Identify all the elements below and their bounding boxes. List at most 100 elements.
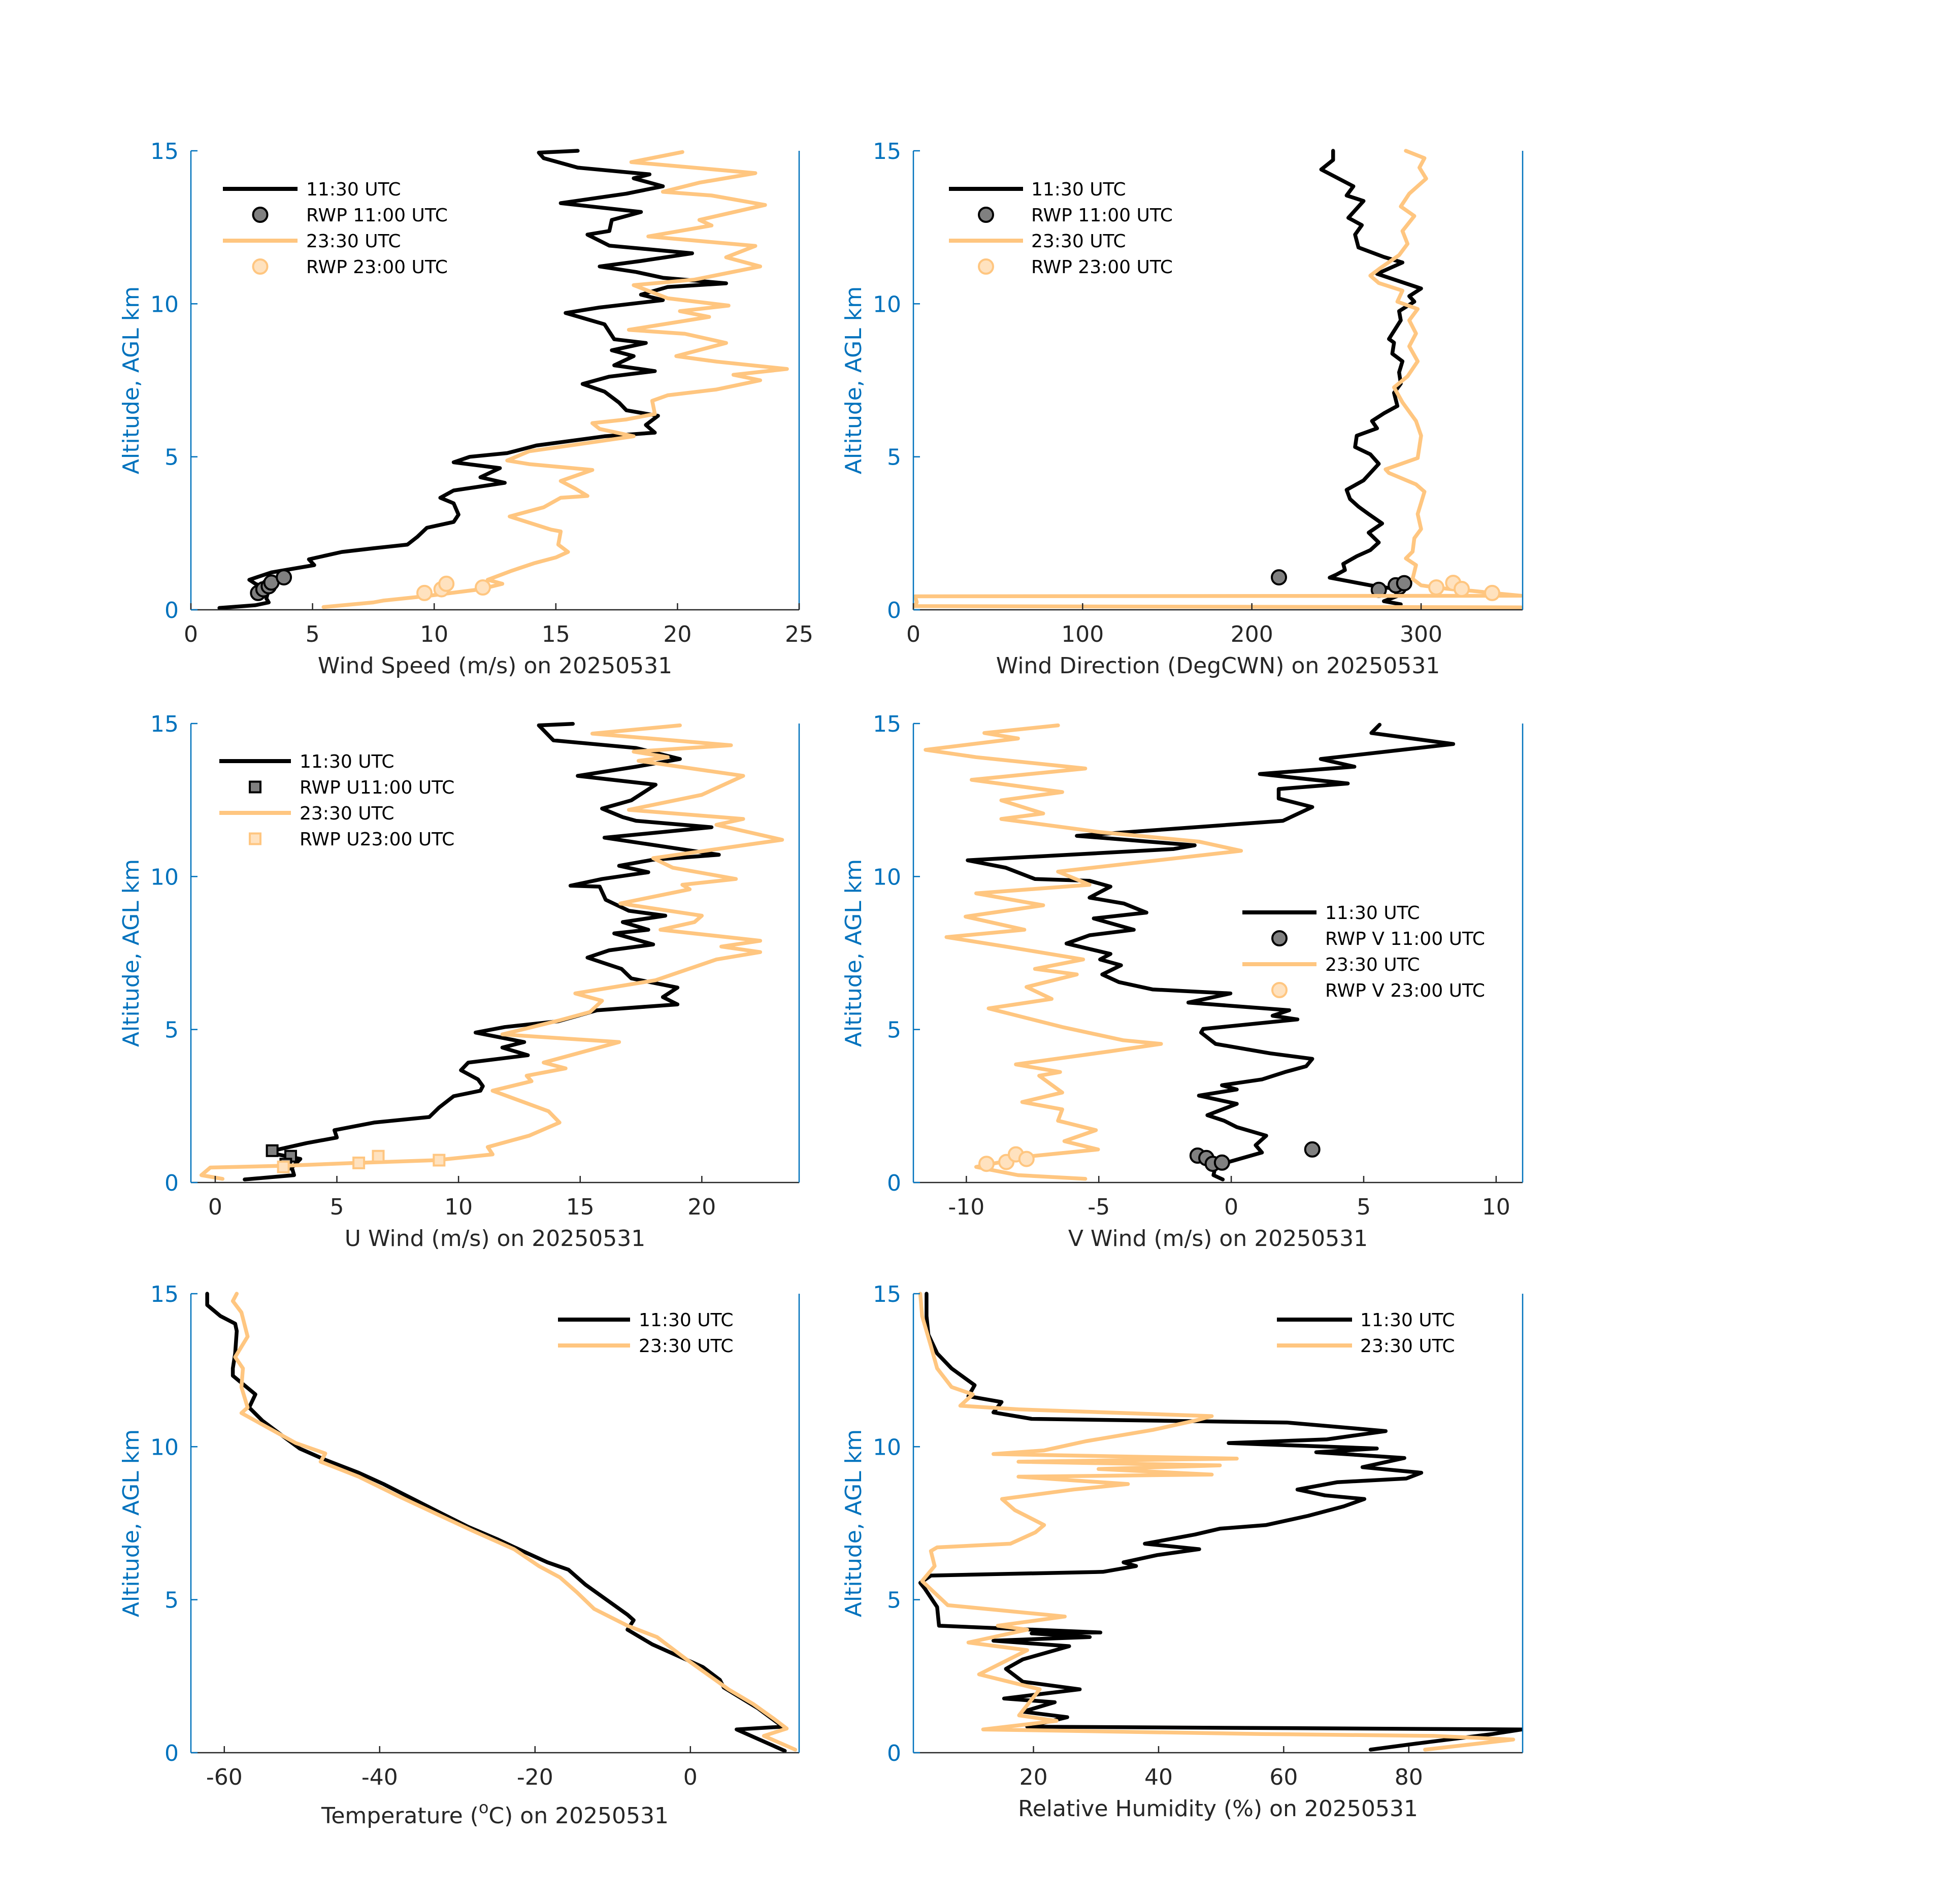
series-line-11-30-utc xyxy=(918,1292,1523,1752)
legend-label: 23:30 UTC xyxy=(1325,955,1420,975)
legend-label: RWP U11:00 UTC xyxy=(300,777,454,798)
y-tick-label: 5 xyxy=(887,1588,901,1614)
legend-entry: 11:30 UTC xyxy=(219,751,394,772)
y-axis-label: Altitude, AGL km xyxy=(841,1429,867,1617)
x-tick-label: 15 xyxy=(542,621,570,647)
legend-entry: RWP 23:00 UTC xyxy=(252,257,448,278)
y-tick-label: 0 xyxy=(164,598,179,623)
x-tick-label: -40 xyxy=(361,1764,398,1790)
legend-entry: RWP V 11:00 UTC xyxy=(1271,929,1485,949)
axes: -60 -40 -20 0 0 5 10 15 Altitude, AGL km Temperat… xyxy=(118,1282,800,1829)
series-markers-rwp-v-23-00-utc xyxy=(978,1146,1035,1172)
y-tick-label: 10 xyxy=(150,291,179,317)
legend-marker-swatch xyxy=(1271,930,1288,946)
rwp-data-point xyxy=(1428,579,1444,596)
x-tick-label: 0 xyxy=(906,621,920,647)
rwp-data-point xyxy=(1454,581,1470,597)
series-line-23-30-utc xyxy=(231,1292,798,1752)
legend-entry: RWP U11:00 UTC xyxy=(249,777,454,798)
y-axis-label: Altitude, AGL km xyxy=(118,859,144,1047)
rwp-data-point xyxy=(1213,1154,1230,1171)
x-tick-label: 15 xyxy=(566,1194,595,1220)
x-tick-label: 5 xyxy=(330,1194,344,1220)
x-axis-label: U Wind (m/s) on 20250531 xyxy=(345,1226,645,1252)
chart-panel-u-wind: 0 5 10 15 20 0 5 10 15 Altitude, AGL km U Wind (m/… xyxy=(118,711,800,1252)
y-tick-label: 0 xyxy=(164,1741,179,1766)
x-tick-label: 25 xyxy=(785,621,813,647)
y-tick-label: 10 xyxy=(873,1434,901,1460)
legend-label: RWP 11:00 UTC xyxy=(1031,205,1173,226)
x-tick-label: -5 xyxy=(1088,1194,1110,1220)
x-tick-label: -10 xyxy=(948,1194,984,1220)
axes: 0 5 10 15 20 25 0 5 10 15 Altitude, AGL km Wind Spe… xyxy=(118,139,813,679)
legend-marker-swatch xyxy=(249,832,261,845)
rwp-data-point xyxy=(276,569,292,586)
legend-entry: RWP V 23:00 UTC xyxy=(1271,980,1485,1001)
y-tick-label: 5 xyxy=(164,1017,179,1043)
rwp-data-point xyxy=(372,1150,385,1163)
y-tick-label: 0 xyxy=(887,598,901,623)
series-markers-rwp-11-00-utc xyxy=(250,569,292,601)
plot-area xyxy=(913,149,1523,609)
legend-label: 11:30 UTC xyxy=(300,751,394,772)
rwp-data-point xyxy=(352,1156,366,1169)
legend-label: 11:30 UTC xyxy=(1360,1310,1455,1331)
legend-label: 11:30 UTC xyxy=(1031,179,1126,200)
legend: 11:30 UTC 23:30 UTC xyxy=(1277,1310,1455,1357)
x-tick-label: 0 xyxy=(184,621,198,647)
y-tick-label: 15 xyxy=(150,139,179,165)
legend-label: 11:30 UTC xyxy=(306,179,401,200)
series-line-11-30-utc xyxy=(217,149,728,610)
legend-label: 23:30 UTC xyxy=(306,231,401,252)
legend-label: 11:30 UTC xyxy=(1325,903,1420,924)
x-axis-label-text: Wind Direction (DegCWN) on 20250531 xyxy=(996,653,1440,679)
x-axis-label-text: Relative Humidity (%) on 20250531 xyxy=(1018,1796,1418,1822)
legend-label: RWP U23:00 UTC xyxy=(300,829,454,850)
legend-entry: 11:30 UTC xyxy=(223,179,401,200)
legend-entry: RWP U23:00 UTC xyxy=(249,829,454,850)
x-tick-label: 200 xyxy=(1231,621,1273,647)
legend-entry: 23:30 UTC xyxy=(1277,1336,1455,1357)
y-axis-label: Altitude, AGL km xyxy=(841,859,867,1047)
chart-panel-wind-speed: 0 5 10 15 20 25 0 5 10 15 Altitude, AGL km Wind Spe… xyxy=(118,139,813,679)
x-tick-label: 0 xyxy=(1224,1194,1238,1220)
x-axis-label: V Wind (m/s) on 20250531 xyxy=(1068,1226,1368,1252)
x-axis-label-text: U Wind (m/s) on 20250531 xyxy=(345,1226,645,1252)
y-tick-label: 10 xyxy=(150,864,179,890)
x-tick-label: 10 xyxy=(420,621,448,647)
x-tick-label: 300 xyxy=(1400,621,1442,647)
legend-label: RWP 11:00 UTC xyxy=(306,205,448,226)
x-tick-label: -60 xyxy=(206,1764,243,1790)
legend-marker-swatch xyxy=(1271,982,1288,998)
legend-entry: 11:30 UTC xyxy=(1242,903,1420,924)
rwp-data-point xyxy=(1018,1151,1035,1167)
legend-entry: RWP 23:00 UTC xyxy=(978,257,1173,278)
series-line-23-30-utc xyxy=(924,723,1243,1181)
y-tick-label: 15 xyxy=(150,1282,179,1307)
legend: 11:30 UTC RWP U11:00 UTC 23:30 UTC RWP U23:… xyxy=(219,751,454,850)
rwp-data-point xyxy=(1484,584,1500,601)
plot-area xyxy=(918,1292,1523,1752)
x-tick-label: 20 xyxy=(1019,1764,1048,1790)
series-line-11-30-utc xyxy=(1319,149,1423,606)
x-tick-label: 60 xyxy=(1269,1764,1298,1790)
y-tick-label: 15 xyxy=(873,1282,901,1307)
x-tick-label: 0 xyxy=(683,1764,698,1790)
y-tick-label: 15 xyxy=(873,711,901,737)
y-tick-label: 15 xyxy=(873,139,901,165)
rwp-data-point xyxy=(475,579,491,596)
y-tick-label: 5 xyxy=(164,445,179,471)
rwp-data-point xyxy=(1396,575,1412,592)
x-tick-label: 20 xyxy=(663,621,692,647)
legend-entry: 23:30 UTC xyxy=(558,1336,734,1357)
legend-entry: RWP 11:00 UTC xyxy=(252,205,448,226)
x-tick-label: -20 xyxy=(517,1764,553,1790)
legend-label: RWP 23:00 UTC xyxy=(1031,257,1173,278)
x-axis-label-text: Wind Speed (m/s) on 20250531 xyxy=(318,653,672,679)
x-tick-label: 100 xyxy=(1061,621,1104,647)
legend-entry: 11:30 UTC xyxy=(949,179,1126,200)
legend-entry: 11:30 UTC xyxy=(558,1310,734,1331)
x-axis-label: Temperature (oC) on 20250531 xyxy=(321,1798,669,1829)
x-axis-label-text: Temperature ( xyxy=(321,1803,479,1829)
